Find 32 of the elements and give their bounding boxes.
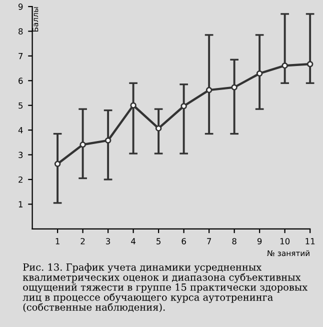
text: Рис. 13. График учета динамики усредненных квалиметрических оценок и диапазона субъективных ощущений тяжести в группе 15 практически здоровых лиц в процессе обучающего курса аутотренинга (собственные наблюдения). (22, 263, 308, 312)
x-tick-label: 4 (131, 238, 136, 244)
point (231, 84, 238, 90)
x-tick-label: 7 (207, 238, 212, 244)
y-tick-label: 6 (18, 78, 23, 84)
x-tick-label: 6 (182, 238, 186, 244)
point (180, 102, 187, 110)
x-tick-label: 10 (280, 238, 290, 244)
y-tick-label: 1 (18, 201, 23, 208)
y-tick-label: 7 (18, 53, 23, 60)
y-tick-label: 8 (18, 28, 23, 35)
point (104, 137, 112, 144)
x-tick-label: 9 (257, 238, 262, 244)
y-tick-label: 3 (18, 152, 23, 158)
x-tick-label: 3 (106, 238, 110, 244)
x-tick-label: 1 (56, 238, 60, 244)
y-tick-label: 2 (18, 176, 22, 183)
x-tick-label: 5 (156, 238, 160, 244)
x-tick-label: 11 (306, 238, 315, 244)
x-tick-label: 8 (232, 238, 236, 244)
point (256, 70, 263, 77)
point (206, 86, 212, 94)
y-tick-label: 9 (18, 4, 23, 10)
point (282, 62, 288, 69)
point (130, 102, 136, 108)
point (155, 125, 162, 132)
point (54, 160, 61, 168)
y-tick-label: 5 (18, 102, 23, 109)
y-tick-label: 4 (18, 127, 23, 134)
point (80, 142, 86, 148)
point (306, 60, 314, 68)
x-tick-label: 2 (80, 238, 85, 244)
